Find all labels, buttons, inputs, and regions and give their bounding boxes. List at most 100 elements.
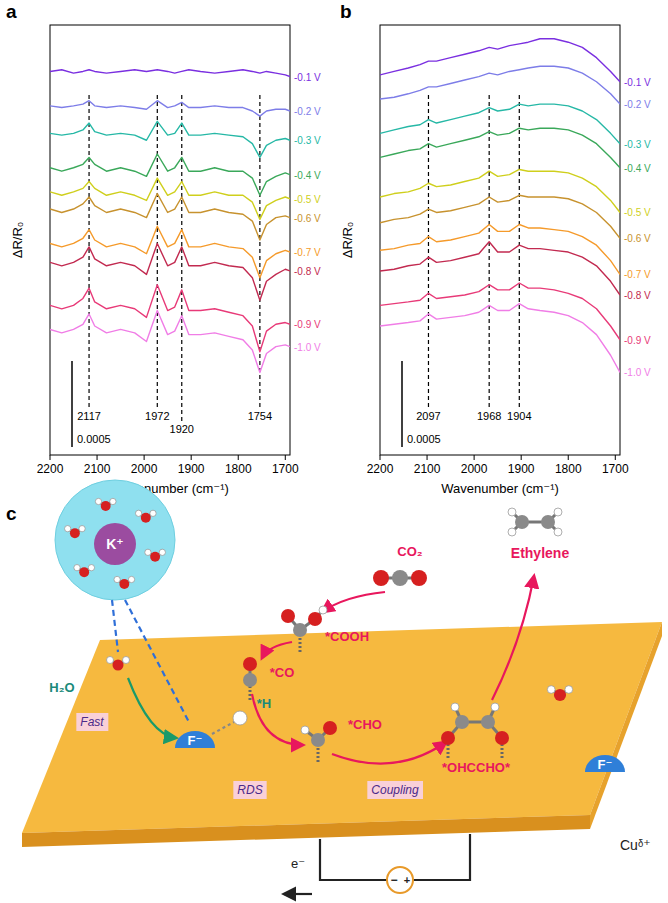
- series-label: -1.0 V: [294, 342, 321, 353]
- x-tick-label: 2200: [37, 462, 64, 476]
- x-tick-label: 1900: [178, 462, 205, 476]
- hydrogen: [110, 498, 116, 504]
- diagram-label: Ethylene: [511, 545, 570, 561]
- peak-label: 1754: [248, 410, 272, 422]
- x-tick-label: 1700: [272, 462, 299, 476]
- peak-label: 1904: [507, 410, 531, 422]
- hydrogen: [565, 686, 573, 694]
- oxygen: [441, 731, 455, 745]
- series-group: [380, 39, 620, 373]
- series-label: -0.2 V: [624, 99, 651, 110]
- spectrum-line: [50, 243, 290, 300]
- x-tick-label: 2000: [461, 462, 488, 476]
- x-tick: [50, 455, 51, 460]
- hydrogen: [107, 657, 114, 664]
- arrow: [492, 576, 534, 700]
- x-tick: [97, 455, 98, 460]
- x-tick: [238, 455, 239, 460]
- diagram-label: F⁻: [188, 733, 203, 748]
- interaction-line: [112, 600, 118, 652]
- diagram-label: e⁻: [291, 856, 305, 871]
- hydrogen: [508, 528, 516, 536]
- spectrum-line: [380, 304, 620, 373]
- arrow: [262, 642, 292, 658]
- hydrogen: [145, 549, 151, 555]
- oxygen: [141, 513, 151, 523]
- interaction-line: [212, 722, 234, 734]
- x-tick-label: 2100: [414, 462, 441, 476]
- hydrogen: [159, 549, 165, 555]
- spectrum-line: [50, 101, 290, 116]
- x-tick-label: 1800: [225, 462, 252, 476]
- diagram-label: −: [390, 873, 397, 887]
- carbon: [392, 570, 408, 586]
- plot-frame: [50, 25, 290, 455]
- panel-b: b220021002000190018001700Wavenumber (cm⁻…: [340, 1, 651, 496]
- series-label: -0.2 V: [294, 106, 321, 117]
- hydrogen: [150, 510, 156, 516]
- peak-label: 1968: [477, 410, 501, 422]
- panel-a: a220021002000190018001700Wavenumber (cm⁻…: [6, 1, 321, 496]
- hydrogen: [79, 526, 85, 532]
- hydrogen: [301, 726, 309, 734]
- diagram-label: CO₂: [397, 544, 423, 559]
- surface-edge: [22, 815, 590, 847]
- surface-bond: [299, 638, 302, 652]
- series-label: -0.4 V: [294, 170, 321, 181]
- panel-letter: b: [340, 1, 352, 22]
- series-label: -0.7 V: [294, 247, 321, 258]
- panel-letter: c: [6, 503, 17, 524]
- carbon: [481, 715, 495, 729]
- step-label: Fast: [80, 715, 104, 729]
- arrow: [322, 592, 385, 612]
- diagram-label: K⁺: [106, 536, 124, 552]
- spectrum-line: [380, 66, 620, 104]
- series-label: -0.8 V: [294, 266, 321, 277]
- spectrum-line: [50, 70, 290, 77]
- hydrogen: [554, 508, 562, 516]
- diagram-label: Cuᵟ⁺: [620, 837, 651, 853]
- peak-label: 1920: [170, 423, 194, 435]
- spectrum-line: [380, 283, 620, 340]
- x-tick: [427, 455, 428, 460]
- oxygen: [79, 567, 89, 577]
- y-axis-title: ΔR/R₀: [340, 222, 355, 258]
- oxygen: [243, 657, 257, 671]
- scale-bar-label: 0.0005: [77, 433, 111, 445]
- interaction-line: [125, 600, 190, 724]
- series-label: -0.1 V: [624, 77, 651, 88]
- x-tick: [474, 455, 475, 460]
- step-box: [233, 781, 266, 799]
- spectrum-line: [50, 121, 290, 157]
- carbon: [515, 515, 529, 529]
- oxygen: [150, 552, 160, 562]
- power-source: [387, 867, 413, 893]
- x-tick-label: 2000: [131, 462, 158, 476]
- spectrum-line: [380, 104, 620, 144]
- oxygen: [281, 609, 295, 623]
- arrow: [128, 678, 176, 738]
- spectrum-line: [380, 39, 620, 82]
- carbon: [455, 715, 469, 729]
- series-label: -0.5 V: [294, 194, 321, 205]
- series-label: -0.5 V: [624, 207, 651, 218]
- series-label: -0.1 V: [294, 72, 321, 83]
- scale-bar-label: 0.0005: [407, 433, 441, 445]
- step-box: [367, 781, 423, 799]
- hydrogen: [95, 498, 101, 504]
- arrow: [252, 694, 303, 745]
- series-label: -1.0 V: [624, 367, 651, 378]
- peak-line: [519, 95, 520, 408]
- panel-letter: a: [6, 1, 17, 22]
- diagram-label: *COOH: [325, 629, 369, 644]
- hydration-shell: [55, 480, 175, 600]
- oxygen: [113, 660, 124, 671]
- electron-arrow: [284, 893, 312, 895]
- figure: a220021002000190018001700Wavenumber (cm⁻…: [0, 0, 668, 903]
- carbon: [293, 623, 307, 637]
- adsorbed-h: [233, 711, 247, 725]
- oxygen: [411, 570, 427, 586]
- series-label: -0.6 V: [294, 213, 321, 224]
- scale-bar: [401, 361, 403, 447]
- cation-sphere: [94, 523, 136, 565]
